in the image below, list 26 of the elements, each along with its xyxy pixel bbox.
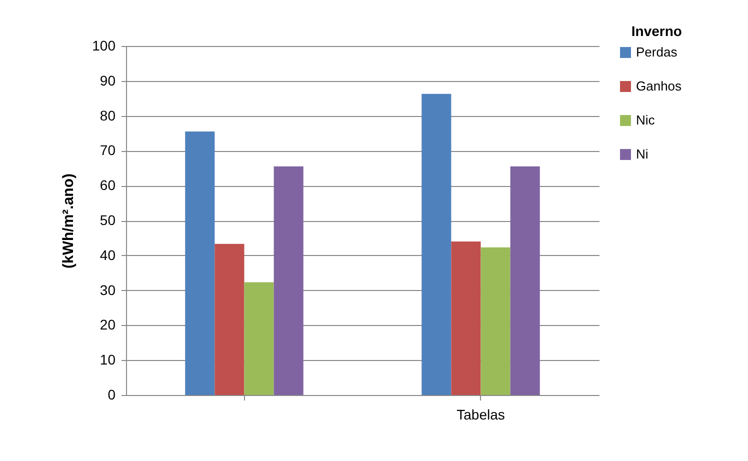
- y-tick-label: 70: [100, 142, 116, 158]
- y-tick-label: 80: [100, 107, 116, 124]
- legend-label: Ganhos: [636, 78, 682, 94]
- legend-label: Nic: [636, 112, 656, 128]
- y-tick-label: 0: [108, 386, 116, 402]
- bar: [480, 247, 510, 395]
- y-tick-label: 10: [100, 352, 116, 368]
- y-tick-label: 20: [100, 316, 116, 333]
- text: Inverno: [631, 23, 682, 39]
- y-tick-label: 60: [100, 177, 116, 194]
- y-tick-label: 40: [100, 246, 116, 263]
- y-tick-label: 50: [100, 212, 116, 228]
- y-tick-label: 100: [92, 38, 116, 54]
- bar: [274, 166, 304, 395]
- bar: [510, 166, 540, 395]
- bar: [185, 132, 215, 395]
- legend-label: Ni: [636, 146, 648, 162]
- y-tick-label: 30: [100, 282, 116, 298]
- y-axis-title: (kWh/m².ano): [60, 174, 78, 268]
- y-tick-label: 90: [100, 72, 116, 88]
- legend-label: Perdas: [636, 44, 678, 60]
- bar: [451, 241, 481, 395]
- bar: [422, 94, 452, 395]
- bar: [244, 282, 274, 395]
- bar: [214, 244, 244, 395]
- x-tick-label: Tabelas: [456, 406, 505, 422]
